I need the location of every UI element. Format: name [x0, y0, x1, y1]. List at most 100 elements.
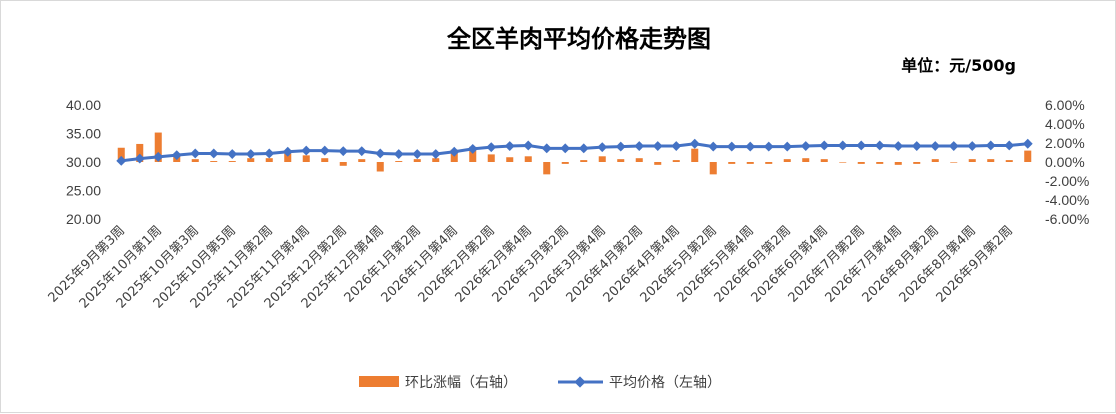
line-point — [708, 141, 719, 152]
left-tick-label: 30.00 — [66, 154, 101, 170]
right-tick-label: 4.00% — [1045, 116, 1085, 132]
line-point — [541, 143, 552, 154]
line-point — [338, 146, 349, 157]
bar — [413, 159, 421, 162]
line-point — [967, 141, 978, 151]
bar — [654, 162, 662, 165]
bar — [913, 162, 921, 164]
bar — [987, 159, 995, 162]
line-point — [504, 141, 515, 151]
left-tick-label: 25.00 — [66, 183, 101, 199]
bar — [876, 162, 884, 164]
bar — [635, 158, 643, 162]
line-point — [375, 148, 386, 159]
bar — [783, 159, 791, 162]
line-point — [634, 141, 645, 151]
line-point — [449, 146, 460, 157]
bar — [746, 162, 754, 164]
line-point — [689, 138, 700, 149]
bar — [321, 158, 329, 162]
line-point — [893, 141, 904, 151]
right-tick-label: -2.00% — [1045, 173, 1089, 189]
line-point — [264, 148, 275, 159]
bar — [598, 156, 606, 162]
line-point — [430, 149, 441, 159]
line-point — [578, 143, 589, 154]
unit-label: 单位：元/500g — [901, 56, 1016, 75]
line-point — [856, 140, 867, 151]
bar — [839, 162, 847, 163]
line-point — [763, 141, 774, 152]
price-line — [121, 142, 1028, 163]
left-tick-label: 40.00 — [66, 97, 101, 113]
bar — [802, 158, 810, 162]
bar — [709, 162, 717, 175]
line-point — [819, 140, 830, 151]
line-point — [1022, 138, 1033, 149]
line-point — [671, 141, 682, 151]
line-point — [652, 141, 663, 151]
bar — [506, 157, 514, 162]
bar — [1024, 150, 1032, 162]
line-point — [393, 149, 404, 159]
left-tick-label: 35.00 — [66, 126, 101, 142]
line-point — [116, 155, 127, 166]
left-tick-label: 20.00 — [66, 211, 101, 227]
chart-title: 全区羊肉平均价格走势图 — [446, 25, 711, 53]
line-point — [800, 141, 811, 151]
line-point — [874, 140, 885, 151]
right-axis: -6.00% -4.00% -2.00% 0.00% 2.00% 4.00% 6.00% — [1045, 97, 1089, 227]
bar — [487, 154, 495, 162]
bar — [820, 159, 828, 162]
line-point — [560, 143, 571, 154]
right-tick-label: 6.00% — [1045, 97, 1085, 113]
bar — [580, 160, 588, 162]
line-point — [837, 140, 848, 151]
line-point — [245, 149, 256, 159]
legend: 环比涨幅（右轴） 平均价格（左轴） — [359, 375, 721, 391]
line-point — [782, 141, 793, 152]
bar — [691, 148, 699, 162]
bar — [117, 147, 125, 162]
bar — [339, 162, 347, 166]
line-point — [523, 140, 534, 151]
line-point — [726, 141, 737, 152]
bar — [228, 161, 236, 162]
bar — [302, 155, 310, 162]
line-point — [356, 146, 367, 157]
bar — [931, 159, 939, 162]
legend-swatch-bar — [359, 376, 399, 387]
bar — [154, 132, 162, 162]
bar — [210, 161, 218, 162]
line-point — [171, 150, 182, 161]
bar — [950, 162, 958, 163]
line-point — [486, 142, 497, 153]
legend-label-line: 平均价格（左轴） — [609, 375, 721, 391]
line-point — [467, 143, 478, 154]
right-tick-label: -6.00% — [1045, 211, 1089, 227]
right-tick-label: 2.00% — [1045, 135, 1085, 151]
bar — [543, 162, 551, 175]
bar — [432, 158, 440, 162]
line-point — [948, 141, 959, 151]
bar — [395, 161, 403, 162]
bar — [524, 156, 532, 162]
bar — [265, 158, 273, 162]
line-point — [1004, 140, 1015, 151]
right-tick-label: -4.00% — [1045, 192, 1089, 208]
x-axis: 2025年9月第3周2025年10月第1周2025年10月第3周2025年10月… — [46, 223, 1016, 311]
bar — [561, 162, 569, 164]
line-point — [745, 141, 756, 152]
line-point — [985, 140, 996, 151]
line-point — [597, 142, 608, 153]
right-tick-label: 0.00% — [1045, 154, 1085, 170]
legend-label-bar: 环比涨幅（右轴） — [405, 375, 517, 391]
bar — [376, 162, 384, 172]
line-point — [930, 141, 941, 151]
line-point — [911, 141, 922, 151]
line-point — [615, 141, 626, 152]
bar — [1005, 160, 1013, 162]
bar — [191, 159, 199, 162]
